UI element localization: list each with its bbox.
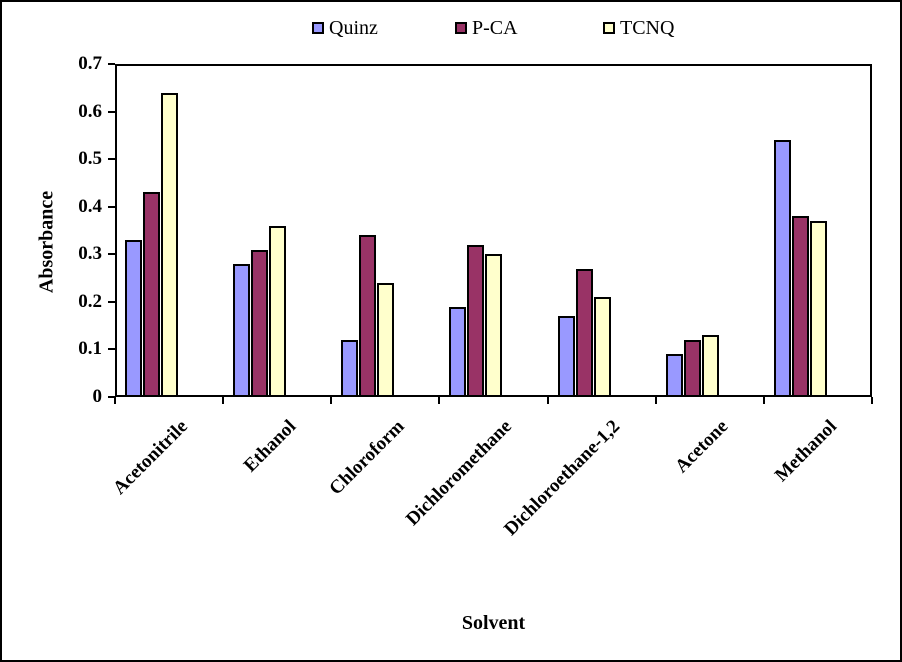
bar-tcnq-acetone	[702, 335, 719, 397]
bar-quinz-chloroform	[341, 339, 358, 397]
y-tick-label: 0.6	[78, 100, 102, 122]
x-category-label-dichloroethane-1-2: Dichloroethane-1,2	[500, 416, 625, 540]
y-tick-mark	[108, 205, 115, 208]
x-tick-mark	[654, 397, 657, 404]
x-tick-mark	[114, 397, 116, 404]
bar-quinz-acetone	[666, 354, 683, 397]
bar-tcnq-dichloromethane	[485, 254, 502, 397]
bar-tcnq-ethanol	[269, 225, 286, 397]
y-tick-label: 0.1	[78, 338, 102, 360]
y-tick-label: 0.2	[78, 290, 102, 312]
x-tick-mark	[546, 397, 549, 404]
y-tick-label: 0	[92, 386, 103, 407]
y-tick-label: 0.4	[78, 195, 102, 217]
y-tick-mark	[108, 63, 115, 65]
legend-swatch-quinz	[312, 22, 324, 34]
bar-p-ca-dichloroethane-1-2	[576, 268, 593, 397]
bar-p-ca-chloroform	[359, 235, 376, 397]
bar-quinz-acetonitrile	[125, 240, 142, 397]
y-tick-mark	[108, 348, 115, 351]
bar-quinz-methanol	[774, 140, 791, 397]
bar-tcnq-chloroform	[377, 282, 394, 397]
legend-item-quinz: Quinz	[312, 15, 378, 41]
y-tick-mark	[108, 253, 115, 256]
x-category-label-acetonitrile: Acetonitrile	[109, 416, 192, 499]
y-tick-mark	[108, 300, 115, 303]
legend-swatch-tcnq	[603, 22, 615, 34]
x-category-label-methanol: Methanol	[770, 416, 841, 487]
x-tick-mark	[762, 397, 765, 404]
x-axis-title: Solvent	[461, 612, 526, 634]
y-tick-label: 0.7	[78, 53, 102, 74]
bar-quinz-dichloroethane-1-2	[558, 316, 575, 397]
x-tick-mark	[438, 397, 441, 404]
legend-label-p-ca: P-CA	[472, 17, 518, 39]
x-tick-mark	[222, 397, 225, 404]
bar-p-ca-acetonitrile	[143, 192, 160, 397]
x-category-label-ethanol: Ethanol	[239, 416, 301, 477]
bar-p-ca-dichloromethane	[467, 244, 484, 397]
y-tick-mark	[108, 110, 115, 113]
legend-label-tcnq: TCNQ	[620, 17, 675, 39]
x-tick-mark	[871, 397, 873, 404]
x-category-label-dichloromethane: Dichloromethane	[402, 416, 517, 530]
x-category-label-acetone: Acetone	[671, 416, 733, 478]
bar-tcnq-acetonitrile	[161, 92, 178, 397]
legend-item-p-ca: P-CA	[455, 15, 518, 41]
x-category-label-chloroform: Chloroform	[324, 416, 409, 500]
bar-p-ca-ethanol	[251, 249, 268, 397]
y-tick-label: 0.5	[78, 148, 102, 170]
y-tick-mark	[108, 158, 115, 161]
legend-swatch-p-ca	[455, 22, 467, 34]
bar-tcnq-dichloroethane-1-2	[594, 297, 611, 397]
bar-quinz-dichloromethane	[449, 306, 466, 397]
y-tick-mark	[108, 396, 115, 398]
bar-quinz-ethanol	[233, 263, 250, 397]
y-tick-label: 0.3	[78, 243, 102, 265]
legend-label-quinz: Quinz	[329, 17, 378, 39]
bar-p-ca-acetone	[684, 339, 701, 397]
x-tick-mark	[330, 397, 333, 404]
bar-p-ca-methanol	[792, 216, 809, 397]
legend-item-tcnq: TCNQ	[603, 15, 674, 41]
bar-tcnq-methanol	[810, 220, 827, 397]
